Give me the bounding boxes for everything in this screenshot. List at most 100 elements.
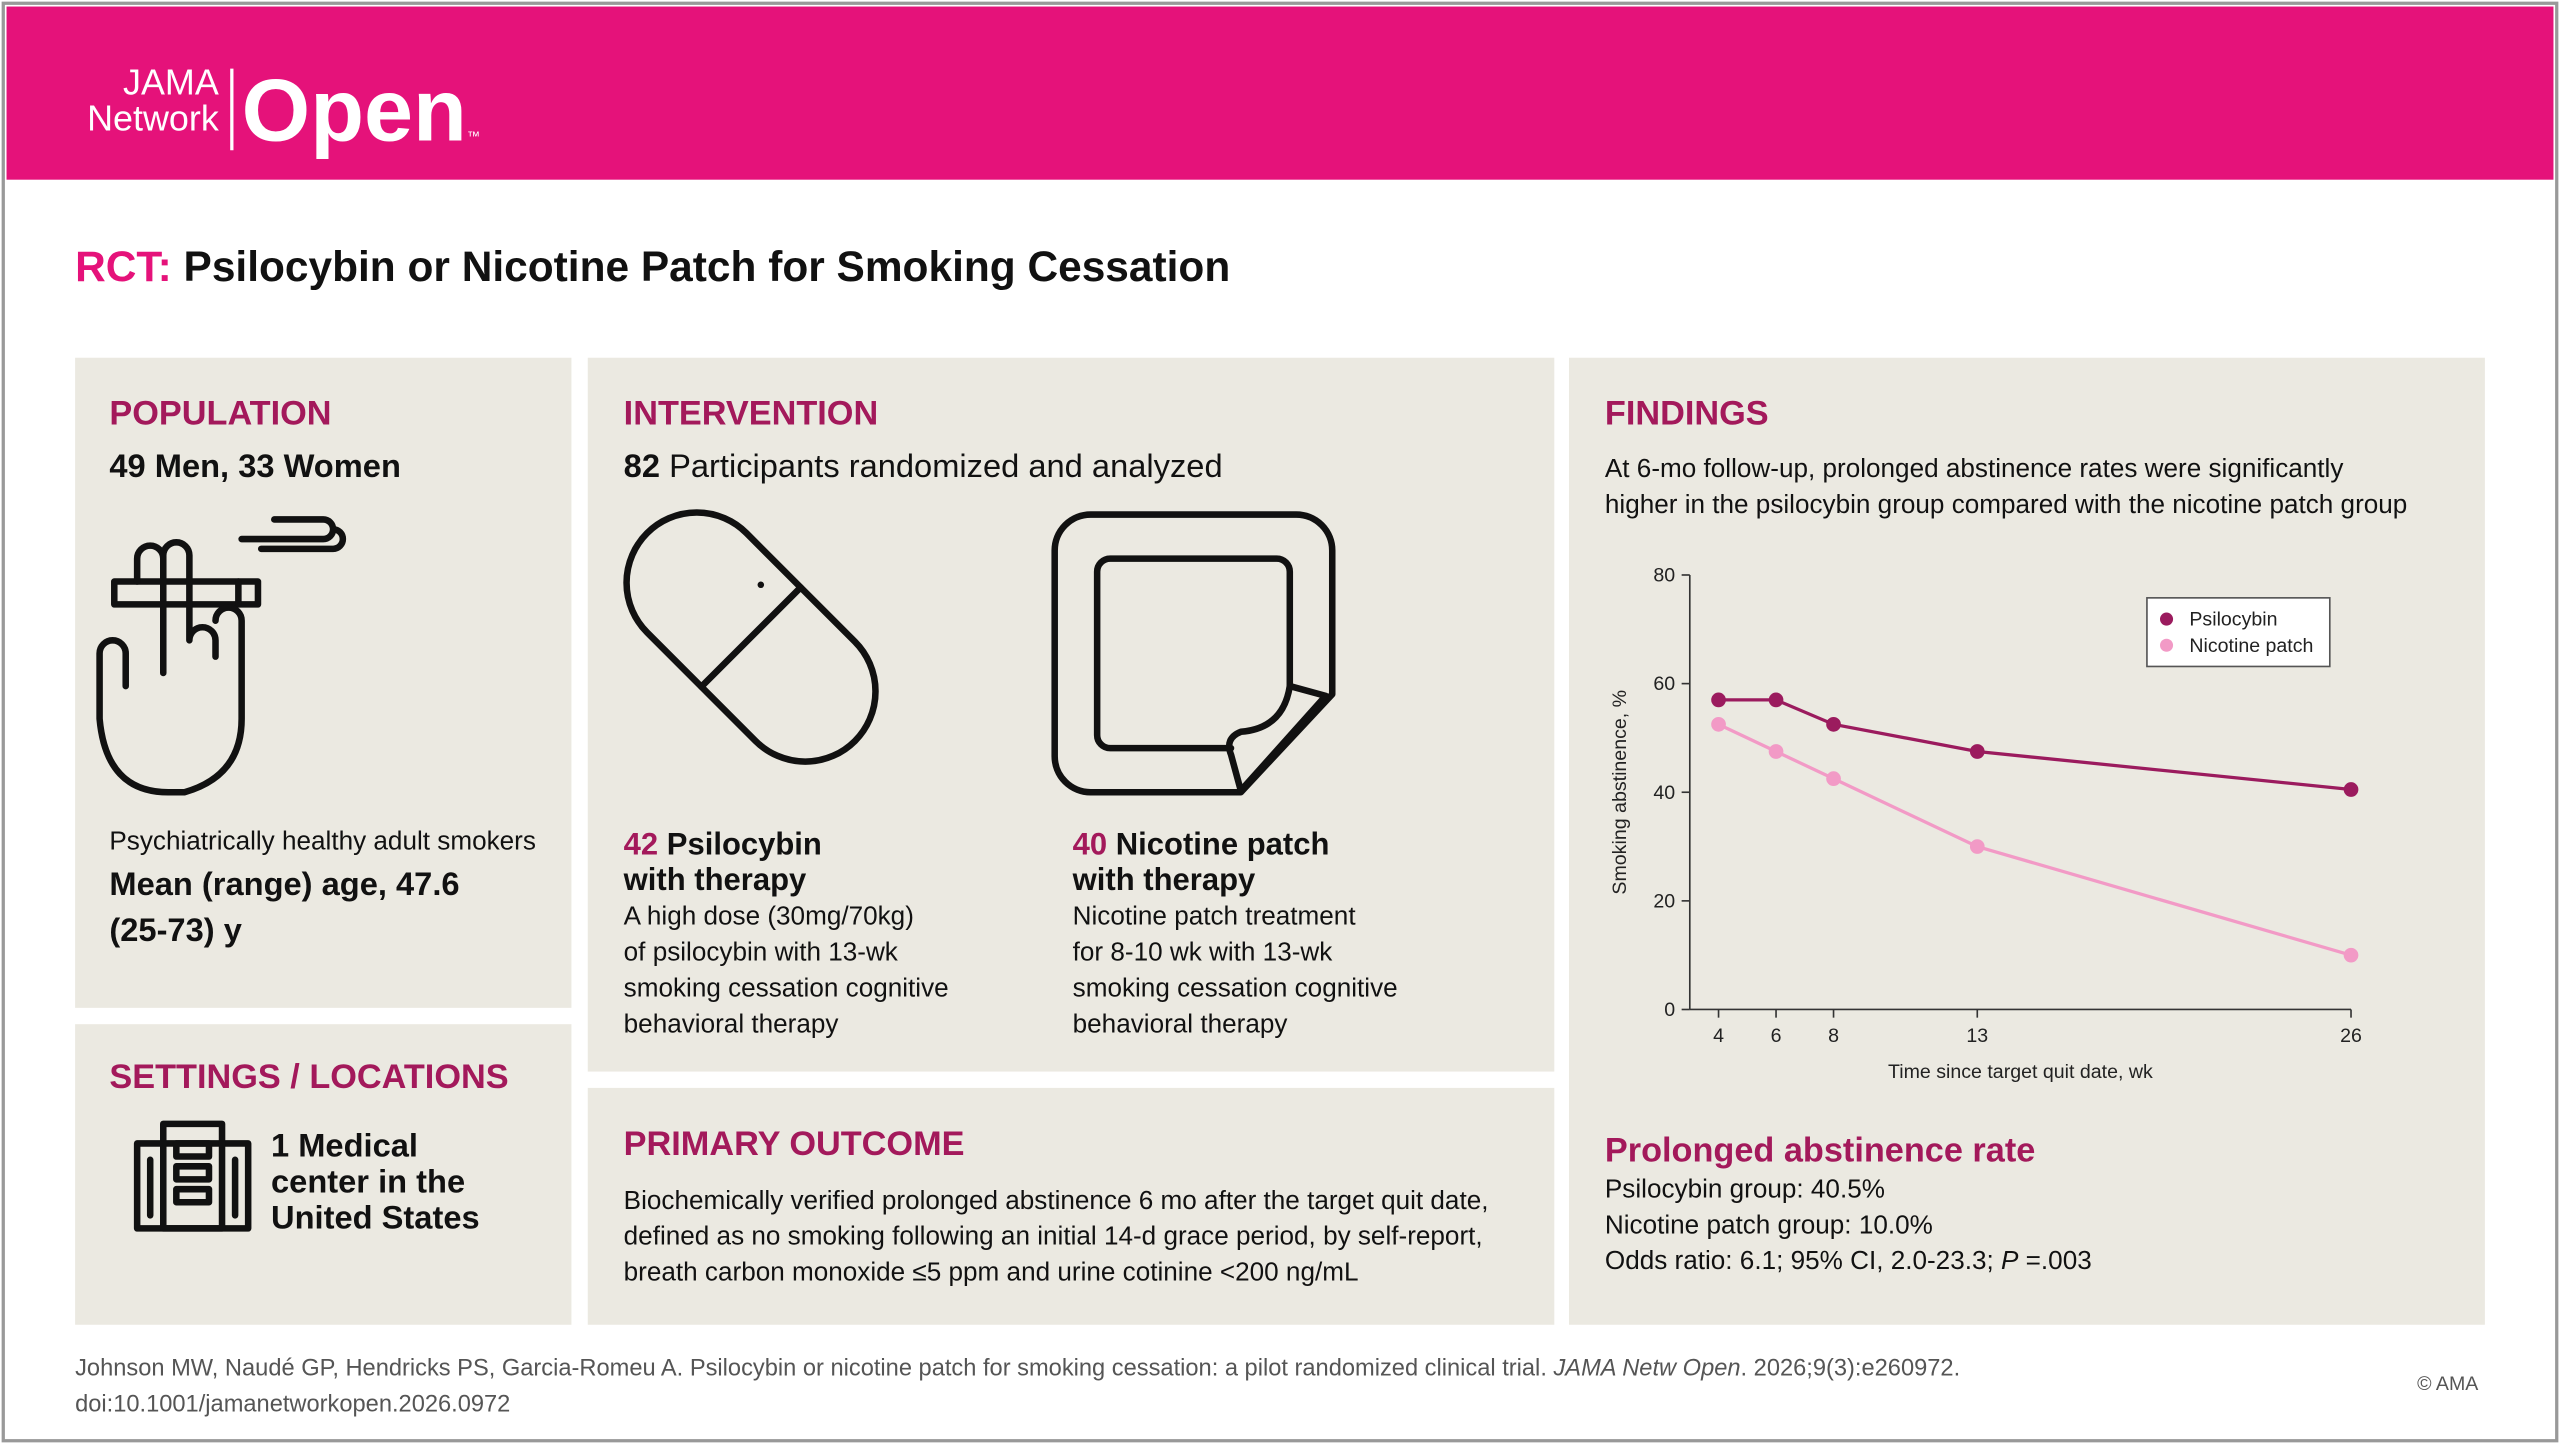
x-tick-label: 26 bbox=[2340, 1025, 2362, 1047]
legend-marker bbox=[2160, 638, 2174, 652]
intervention-summary: 82 Participants randomized and analyzed bbox=[624, 447, 1223, 484]
space bbox=[1107, 826, 1116, 861]
title-prefix: RCT: bbox=[75, 243, 172, 290]
intervention-heading: INTERVENTION bbox=[624, 395, 879, 433]
journal: JAMA Netw Open bbox=[1552, 1355, 1740, 1381]
trademark: ™ bbox=[467, 128, 480, 143]
p-value: =.003 bbox=[2018, 1245, 2091, 1275]
age-line: Mean (range) age, 47.6 bbox=[109, 865, 459, 902]
pill-icon bbox=[623, 509, 879, 765]
y-tick-label: 80 bbox=[1653, 565, 1675, 587]
legend-box bbox=[2146, 597, 2331, 668]
p-symbol: P bbox=[2001, 1245, 2019, 1275]
findings-summary: At 6-mo follow-up, prolonged abstinence … bbox=[1605, 453, 2344, 483]
y-tick-label: 0 bbox=[1664, 999, 1675, 1021]
settings-line: 1 Medical bbox=[271, 1126, 418, 1163]
title-text: Psilocybin or Nicotine Patch for Smoking… bbox=[184, 243, 1231, 290]
odds-text: Odds ratio: 6.1; 95% CI, 2.0-23.3; bbox=[1605, 1245, 2001, 1275]
title: RCT: Psilocybin or Nicotine Patch for Sm… bbox=[75, 243, 1230, 290]
result-line: Nicotine patch group: 10.0% bbox=[1605, 1209, 1933, 1239]
arm-description: for 8-10 wk with 13-wk bbox=[1073, 936, 1334, 966]
legend-marker bbox=[2160, 612, 2174, 626]
citation: Johnson MW, Naudé GP, Hendricks PS, Garc… bbox=[75, 1355, 1960, 1381]
line-chart: 0 20 40 60 80 4 6 8 13 26 Time since target quit d… bbox=[1609, 565, 2362, 1084]
data-point bbox=[1969, 839, 1985, 854]
x-axis-label: Time since target quit date, wk bbox=[1888, 1061, 2153, 1083]
participant-count: 82 bbox=[624, 447, 660, 484]
data-point bbox=[2343, 782, 2359, 797]
arm-name-text: Nicotine patch bbox=[1116, 826, 1330, 861]
population-heading: POPULATION bbox=[109, 395, 331, 433]
smoking-hand-icon bbox=[96, 516, 347, 796]
header-bar bbox=[6, 6, 2554, 180]
data-point bbox=[1711, 692, 1726, 708]
findings-panel bbox=[1568, 357, 2485, 1325]
age-line: (25-73) y bbox=[109, 911, 241, 948]
outcome-line: defined as no smoking following an initi… bbox=[624, 1221, 1483, 1251]
arm-count: 40 bbox=[1073, 826, 1107, 861]
data-point bbox=[1768, 744, 1784, 759]
pill-dot bbox=[757, 581, 765, 589]
outcome-line: Biochemically verified prolonged abstine… bbox=[624, 1185, 1489, 1215]
brand-open: Open bbox=[242, 60, 467, 159]
data-point bbox=[2343, 947, 2359, 963]
odds-ratio: Odds ratio: 6.1; 95% CI, 2.0-23.3; P =.0… bbox=[1605, 1245, 2092, 1275]
outcome-line: breath carbon monoxide ≤5 ppm and urine … bbox=[624, 1257, 1359, 1287]
settings-line: center in the bbox=[271, 1162, 465, 1199]
x-tick-label: 6 bbox=[1771, 1025, 1782, 1047]
y-tick-label: 40 bbox=[1653, 782, 1675, 804]
data-point bbox=[1969, 744, 1985, 759]
population-summary: 49 Men, 33 Women bbox=[109, 447, 401, 484]
result-line: Psilocybin group: 40.5% bbox=[1605, 1173, 1885, 1203]
arm-name: 40 Nicotine patch bbox=[1073, 826, 1330, 861]
arm-description: smoking cessation cognitive bbox=[1073, 972, 1398, 1002]
result-heading: Prolonged abstinence rate bbox=[1605, 1131, 2035, 1169]
doi: doi:10.1001/jamanetworkopen.2026.0972 bbox=[75, 1391, 510, 1417]
summary-text: Participants randomized and analyzed bbox=[669, 447, 1223, 484]
arm-description: of psilocybin with 13-wk bbox=[624, 936, 899, 966]
intervention-panel bbox=[587, 357, 1555, 1072]
arm-description: smoking cessation cognitive bbox=[624, 972, 949, 1002]
arm-count: 42 bbox=[624, 826, 658, 861]
data-point bbox=[1826, 771, 1841, 787]
brand-main: Open™ bbox=[242, 60, 480, 159]
settings-line: United States bbox=[271, 1198, 480, 1235]
settings-panel bbox=[75, 1024, 572, 1325]
outcome-heading: PRIMARY OUTCOME bbox=[624, 1125, 965, 1163]
y-tick-label: 60 bbox=[1653, 673, 1675, 695]
citation-text: . 2026;9(3):e260972. bbox=[1741, 1355, 1961, 1381]
copyright: © AMA bbox=[2417, 1373, 2479, 1395]
data-point bbox=[1826, 716, 1841, 732]
outcome-panel bbox=[587, 1087, 1555, 1325]
findings-summary: higher in the psilocybin group compared … bbox=[1605, 489, 2407, 519]
y-axis-label: Smoking abstinence, % bbox=[1609, 690, 1631, 895]
legend-label: Nicotine patch bbox=[2189, 635, 2313, 657]
arm-description: Nicotine patch treatment bbox=[1073, 901, 1357, 931]
arm-description: A high dose (30mg/70kg) bbox=[624, 901, 914, 931]
x-tick-label: 4 bbox=[1713, 1025, 1724, 1047]
building-icon bbox=[133, 1120, 252, 1232]
legend-label: Psilocybin bbox=[2189, 609, 2277, 631]
population-description: Psychiatrically healthy adult smokers bbox=[109, 825, 536, 855]
settings-heading: SETTINGS / LOCATIONS bbox=[109, 1058, 508, 1096]
citation-text: Johnson MW, Naudé GP, Hendricks PS, Garc… bbox=[75, 1355, 1553, 1381]
population-panel bbox=[75, 357, 572, 1008]
x-tick-label: 13 bbox=[1966, 1025, 1988, 1047]
patch-icon bbox=[1051, 511, 1336, 796]
arm-name: 42 Psilocybin bbox=[624, 826, 822, 861]
x-tick-label: 8 bbox=[1828, 1025, 1839, 1047]
data-point bbox=[1768, 692, 1784, 708]
arm-name: with therapy bbox=[1072, 862, 1256, 897]
y-tick-label: 20 bbox=[1653, 890, 1675, 912]
arm-name: with therapy bbox=[623, 862, 807, 897]
brand-line2: Network bbox=[87, 98, 219, 139]
arm-description: behavioral therapy bbox=[624, 1008, 839, 1038]
arm-description: behavioral therapy bbox=[1073, 1008, 1288, 1038]
arm-name-text: Psilocybin bbox=[667, 826, 822, 861]
findings-heading: FINDINGS bbox=[1605, 395, 1769, 433]
brand-line1: JAMA bbox=[123, 62, 219, 103]
space bbox=[658, 826, 667, 861]
data-point bbox=[1711, 716, 1726, 732]
